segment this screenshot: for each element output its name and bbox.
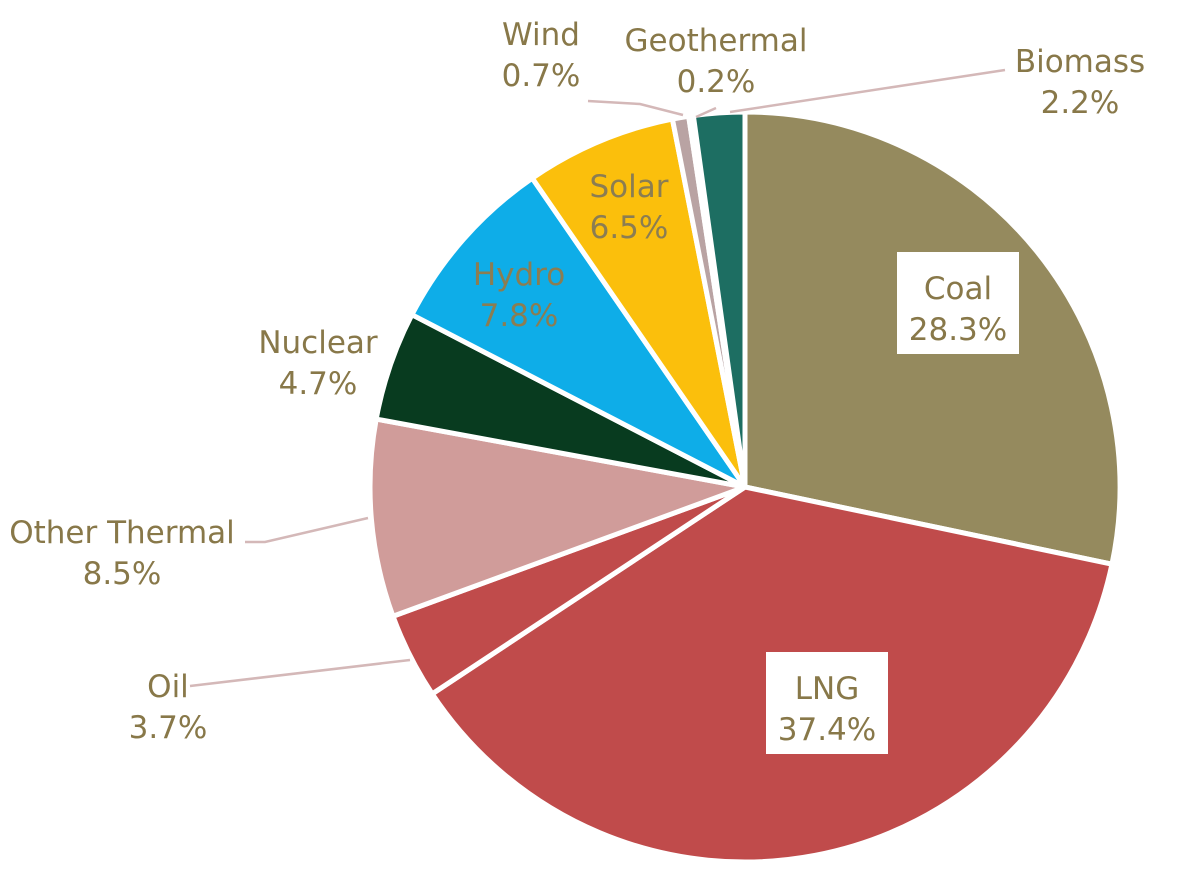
label-coal: Coal 28.3% <box>897 252 1019 354</box>
label-value-solar: 6.5% <box>590 210 669 246</box>
label-solar: Solar 6.5% <box>590 169 669 246</box>
label-value-geothermal: 0.2% <box>677 64 756 100</box>
label-name-oil: Oil <box>147 669 189 705</box>
leader-line-geothermal <box>695 106 717 119</box>
label-oil: Oil 3.7% <box>129 669 208 746</box>
label-value-lng: 37.4% <box>778 712 876 748</box>
label-value-hydro: 7.8% <box>480 298 559 334</box>
label-value-biomass: 2.2% <box>1041 85 1120 121</box>
label-nuclear: Nuclear 4.7% <box>258 325 378 402</box>
pie-slices <box>367 109 1123 865</box>
label-box-coal <box>897 252 1019 354</box>
leader-line-biomass <box>729 68 1006 114</box>
slice-hydro <box>409 175 748 490</box>
label-name-lng: LNG <box>795 671 859 707</box>
label-value-coal: 28.3% <box>909 312 1007 348</box>
label-name-biomass: Biomass <box>1015 44 1145 80</box>
label-value-oil: 3.7% <box>129 710 208 746</box>
label-value-other-thermal: 8.5% <box>83 556 162 592</box>
label-box-lng <box>766 652 888 754</box>
leader-lines <box>189 68 1006 688</box>
label-name-coal: Coal <box>924 271 992 307</box>
slice-solar <box>529 116 748 490</box>
label-other-thermal: Other Thermal 8.5% <box>9 515 235 592</box>
slice-biomass <box>690 109 748 490</box>
label-name-nuclear: Nuclear <box>258 325 378 361</box>
slice-other-thermal <box>367 416 748 619</box>
label-wind: Wind 0.7% <box>502 17 581 94</box>
label-lng: LNG 37.4% <box>766 652 888 754</box>
label-biomass: Biomass 2.2% <box>1015 44 1145 121</box>
label-name-hydro: Hydro <box>473 257 565 293</box>
leader-line-wind <box>587 99 684 117</box>
slice-labels: Coal 28.3% LNG 37.4% Oil 3.7% Other Thermal 8.5… <box>9 17 1145 754</box>
label-name-wind: Wind <box>502 17 580 53</box>
label-geothermal: Geothermal 0.2% <box>625 23 808 100</box>
label-hydro: Hydro 7.8% <box>473 257 565 334</box>
label-value-nuclear: 4.7% <box>279 366 358 402</box>
label-name-geothermal: Geothermal <box>625 23 808 59</box>
label-name-solar: Solar <box>590 169 669 205</box>
leader-line-other-thermal <box>245 516 369 544</box>
label-name-other-thermal: Other Thermal <box>9 515 235 551</box>
label-value-wind: 0.7% <box>502 58 581 94</box>
leader-line-oil <box>189 658 411 688</box>
